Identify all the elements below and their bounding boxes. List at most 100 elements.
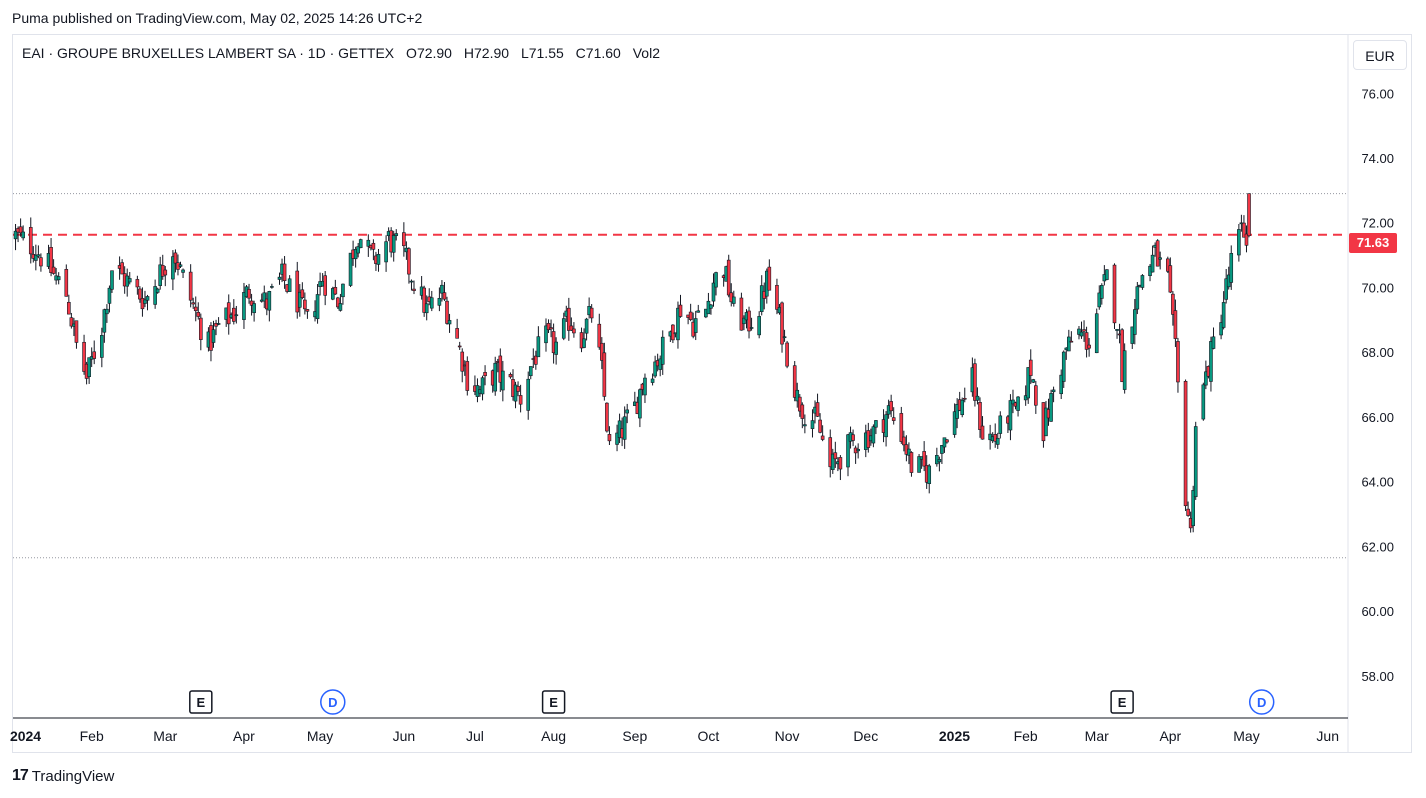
- candle-body: [465, 361, 470, 391]
- candle-body: [138, 288, 142, 300]
- dividend-marker-icon[interactable]: [1248, 689, 1275, 715]
- dividend-marker-label: D: [1257, 695, 1266, 710]
- candle-body: [518, 395, 523, 405]
- tradingview-footer[interactable]: 17 TradingView: [12, 767, 114, 785]
- legend-high-value: 72.90: [474, 45, 510, 61]
- candle-body: [407, 248, 411, 275]
- chart-frame: [12, 34, 1412, 753]
- candle-body: [188, 271, 193, 301]
- x-tick-label: May: [1233, 728, 1259, 744]
- candle-body: [193, 306, 198, 312]
- candle-body: [1059, 374, 1064, 395]
- candle-body: [513, 384, 518, 402]
- candle-body: [749, 327, 754, 329]
- candle-body: [1008, 400, 1013, 431]
- earnings-marker-icon[interactable]: [541, 690, 566, 714]
- candle-body: [1244, 233, 1249, 246]
- earnings-marker-icon[interactable]: [1110, 690, 1134, 714]
- candle-body: [874, 420, 878, 428]
- candle-body: [1034, 385, 1038, 406]
- candle-body: [1069, 340, 1074, 343]
- currency-button[interactable]: EUR: [1353, 40, 1407, 70]
- legend-vol-label: Vol: [632, 45, 653, 61]
- candle-body: [92, 351, 97, 359]
- candle-body: [902, 436, 906, 446]
- candle-body: [775, 284, 779, 310]
- candle-body: [135, 279, 140, 288]
- candle-body: [526, 378, 531, 411]
- candle-body: [993, 434, 998, 442]
- candle-body: [907, 448, 911, 456]
- x-tick-label: Feb: [80, 728, 104, 744]
- dividend-marker-label: D: [328, 695, 337, 710]
- candle-body: [528, 366, 533, 377]
- candle-body: [323, 275, 327, 296]
- earnings-marker-icon[interactable]: [189, 690, 213, 714]
- x-tick-label: Nov: [775, 728, 800, 744]
- candle-body: [889, 401, 893, 412]
- price-line-tag: 71.63: [1349, 233, 1397, 253]
- tradingview-brand: TradingView: [31, 767, 115, 785]
- candle-body: [173, 252, 178, 264]
- candle-body: [653, 361, 657, 377]
- candle-body: [660, 336, 665, 365]
- candle-body: [1067, 336, 1071, 352]
- candle-body: [483, 372, 487, 377]
- candle-body: [638, 389, 642, 419]
- candle-body: [191, 302, 195, 305]
- candle-body: [440, 284, 444, 294]
- candle-body: [249, 300, 254, 306]
- candle-body: [615, 432, 619, 445]
- candle-body: [341, 283, 345, 298]
- candle-body: [1201, 384, 1206, 420]
- candle-body: [110, 270, 114, 290]
- candle-body: [1171, 293, 1175, 315]
- legend-open-value: 72.90: [416, 45, 452, 61]
- candle-body: [1242, 222, 1246, 238]
- candle-body: [1079, 331, 1084, 337]
- candle-body: [1193, 426, 1198, 498]
- candle-body: [856, 448, 860, 452]
- candle-body: [295, 270, 300, 313]
- candle-body: [384, 241, 388, 263]
- candle-body: [87, 357, 91, 377]
- x-tick-label: Aug: [541, 728, 566, 744]
- candle-body: [782, 336, 787, 339]
- candle-body: [234, 314, 239, 317]
- candle-body: [975, 395, 980, 401]
- candle-body: [508, 374, 513, 378]
- candle-body: [820, 435, 825, 440]
- candle-body: [605, 402, 609, 432]
- candle-body: [1094, 313, 1099, 354]
- candle-body: [1158, 257, 1162, 260]
- candle-body: [838, 457, 843, 470]
- legend-vol-value: 2: [652, 45, 660, 61]
- legend-close-value: 71.60: [585, 45, 621, 61]
- candle-body: [607, 434, 612, 442]
- candle-body: [1051, 389, 1056, 393]
- candle-body: [348, 252, 353, 286]
- y-tick-label: 66.00: [1361, 410, 1394, 425]
- candle-body: [978, 402, 982, 430]
- candle-body: [711, 282, 716, 302]
- candle-body: [643, 377, 647, 396]
- candle-body: [767, 266, 772, 291]
- candle-body: [569, 325, 574, 331]
- candle-body: [457, 345, 462, 348]
- candle-body: [196, 312, 201, 317]
- candle-body: [1166, 258, 1170, 272]
- y-tick-label: 60.00: [1361, 604, 1394, 619]
- candle-body: [429, 297, 434, 309]
- candle-body: [1204, 371, 1208, 386]
- dividend-marker-icon[interactable]: [320, 689, 346, 715]
- x-tick-label: Sep: [622, 728, 647, 744]
- candle-body: [693, 318, 698, 333]
- candle-body: [828, 437, 833, 468]
- candle-body: [927, 465, 932, 484]
- candle-body: [536, 336, 541, 358]
- candle-body: [952, 411, 957, 435]
- candle-body: [962, 397, 967, 400]
- candle-body: [1061, 351, 1066, 382]
- candle-body: [922, 451, 926, 467]
